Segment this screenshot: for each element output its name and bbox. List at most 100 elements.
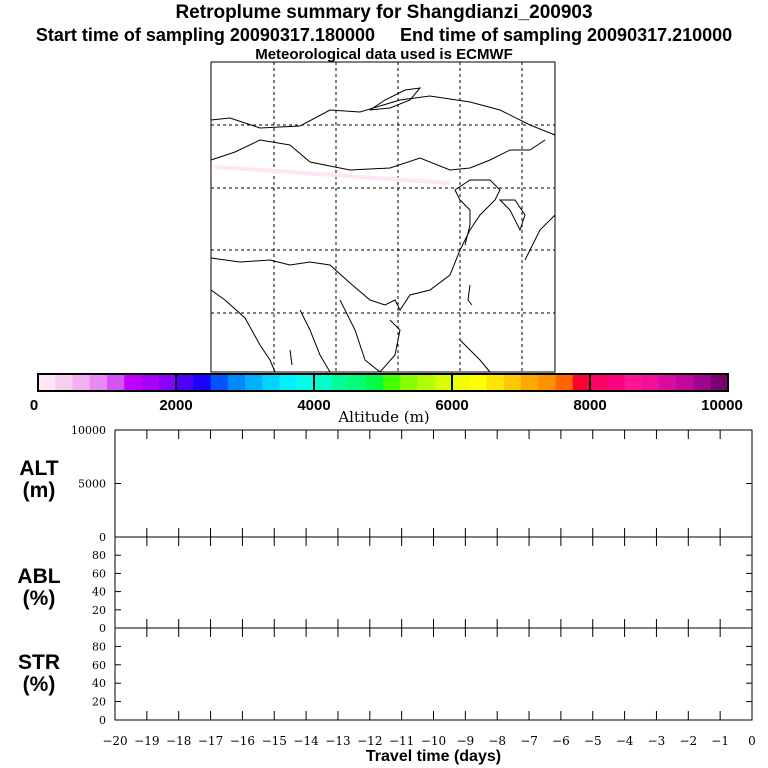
- colorbar-segment: [245, 374, 263, 391]
- colorbar-segment: [624, 374, 643, 391]
- met-data-note: Meteorological data used is ECMWF: [255, 46, 513, 63]
- colorbar-tick-label: 8000: [573, 397, 606, 414]
- x-tick-label: −19: [134, 734, 159, 748]
- alt-panel-frame: [114, 429, 753, 538]
- end-time: End time of sampling 20090317.210000: [400, 25, 733, 45]
- y-tick-label: 10000: [71, 424, 106, 437]
- sampling-times: Start time of sampling 20090317.180000 E…: [0, 25, 768, 46]
- colorbar-segment: [434, 374, 453, 391]
- colorbar-segment: [417, 374, 436, 391]
- y-tick-label: 60: [92, 567, 106, 580]
- y-tick-label: 0: [99, 531, 106, 544]
- y-tick-label: 60: [92, 659, 106, 672]
- colorbar-segment: [89, 374, 108, 391]
- colorbar-border: [37, 373, 729, 392]
- colorbar-segment: [693, 374, 712, 391]
- colorbar-segment: [296, 374, 315, 391]
- colorbar-tick-label: 2000: [159, 397, 192, 414]
- colorbar-segment: [193, 374, 211, 391]
- x-tick-label: −13: [325, 734, 350, 748]
- x-tick-label: −5: [584, 734, 602, 748]
- x-tick-label: −3: [648, 734, 666, 748]
- colorbar-segment: [521, 374, 539, 391]
- figure-title: Retroplume summary for Shangdianzi_20090…: [175, 2, 593, 23]
- x-tick-label: −4: [616, 734, 634, 748]
- colorbar-segment: [141, 374, 160, 391]
- colorbar-segment: [641, 374, 660, 391]
- x-tick-label: −6: [552, 734, 570, 748]
- colorbar-segment: [158, 374, 177, 391]
- colorbar-segment: [555, 374, 574, 391]
- y-tick-label: 20: [92, 604, 106, 617]
- colorbar-segment: [72, 374, 91, 391]
- colorbar-segment: [383, 374, 401, 391]
- colorbar-segment: [55, 374, 73, 391]
- str-label: STR: [18, 651, 60, 674]
- y-tick-label: 40: [92, 677, 106, 690]
- colorbar-segment: [38, 374, 56, 391]
- x-tick-label: 0: [748, 734, 756, 748]
- colorbar-segment: [279, 374, 298, 391]
- colorbar-tick-label: 0: [30, 397, 38, 414]
- abl-panel-frame: [114, 536, 753, 629]
- y-tick-label: 0: [99, 622, 106, 635]
- colorbar-segment: [538, 374, 556, 391]
- colorbar-segment: [176, 374, 194, 391]
- colorbar-segment: [503, 374, 522, 391]
- colorbar-segment: [486, 374, 505, 391]
- str-panel-label: STR (%): [4, 652, 74, 696]
- colorbar-segment: [590, 374, 608, 391]
- x-tick-label: −1: [711, 734, 729, 748]
- x-tick-label: −12: [357, 734, 382, 748]
- colorbar-segment: [210, 374, 229, 391]
- x-axis-label: Travel time (days): [365, 748, 502, 765]
- y-tick-label: 40: [92, 586, 106, 599]
- colorbar-segment: [659, 374, 677, 391]
- colorbar-tick-label: 6000: [435, 397, 468, 414]
- colorbar-segment: [400, 374, 418, 391]
- colorbar-segment: [710, 374, 729, 391]
- colorbar-segment: [348, 374, 367, 391]
- x-tick-label: −18: [166, 734, 191, 748]
- abl-panel-label: ABL (%): [4, 566, 74, 610]
- colorbar-segment: [227, 374, 246, 391]
- colorbar-segment: [452, 374, 470, 391]
- y-tick-label: 5000: [78, 478, 106, 491]
- altitude-colorbar: 0 2000 4000 6000 8000 10000: [30, 373, 743, 414]
- x-tick-label: −7: [520, 734, 538, 748]
- str-unit: (%): [22, 673, 56, 696]
- x-tick-label: −20: [102, 734, 127, 748]
- x-tick-label: −14: [293, 734, 319, 748]
- x-tick-label: −2: [679, 734, 697, 748]
- colorbar-segment: [262, 374, 280, 391]
- x-tick-label: −17: [198, 734, 223, 748]
- alt-panel-label: ALT (m): [4, 458, 74, 502]
- colorbar-segment: [124, 374, 142, 391]
- y-tick-label: 0: [99, 714, 106, 727]
- alt-label: ALT: [19, 457, 59, 480]
- alt-unit: (m): [22, 479, 56, 502]
- y-tick-label: 80: [92, 640, 106, 653]
- map-panel: [210, 61, 556, 373]
- colorbar-tick-label: 10000: [701, 397, 743, 414]
- colorbar-segment: [107, 374, 125, 391]
- x-tick-label: −11: [389, 734, 414, 748]
- colorbar-segment: [314, 374, 332, 391]
- plume-trace: [214, 165, 451, 185]
- colorbar-segment: [469, 374, 487, 391]
- colorbar-segment: [572, 374, 591, 391]
- y-tick-label: 80: [92, 549, 106, 562]
- colorbar-segment: [607, 374, 625, 391]
- abl-unit: (%): [22, 587, 56, 610]
- x-tick-label: −9: [456, 734, 474, 748]
- colorbar-segment: [331, 374, 349, 391]
- x-tick-label: −15: [262, 734, 287, 748]
- colorbar-segment: [676, 374, 694, 391]
- colorbar-tick-label: 4000: [297, 397, 330, 414]
- map-coastlines: [210, 87, 556, 373]
- colorbar-label: Altitude (m): [338, 408, 430, 426]
- x-tick-label: −10: [421, 734, 446, 748]
